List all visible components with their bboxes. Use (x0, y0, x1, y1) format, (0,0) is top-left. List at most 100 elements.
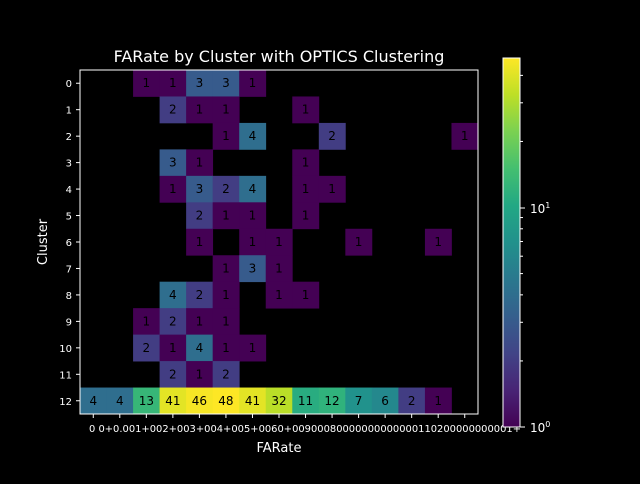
cell-value-label: 1 (302, 209, 310, 223)
y-tick-label: 3 (66, 159, 72, 170)
heatmap-cell (239, 122, 267, 150)
cell-value-label: 1 (275, 261, 283, 275)
cell-value-label: 48 (218, 394, 233, 408)
cell-value-label: 1 (302, 103, 310, 117)
heatmap-cell (186, 387, 214, 415)
heatmap-cell (239, 175, 267, 203)
heatmap-cell (159, 387, 187, 415)
cell-value-label: 3 (196, 76, 204, 90)
chart-title: FARate by Cluster with OPTICS Clustering (114, 47, 445, 66)
cell-value-label: 1 (275, 288, 283, 302)
cell-value-label: 12 (324, 394, 339, 408)
x-axis-label: FARate (257, 441, 302, 456)
colorbar-label-10-0: 100 (530, 420, 550, 435)
cell-value-label: 4 (249, 182, 257, 196)
y-axis-label: Cluster (36, 218, 51, 265)
x-tick-labels-row: 0 0+0.001+002+003+004+005+0060+009000800… (89, 424, 521, 435)
cell-value-label: 1 (196, 235, 204, 249)
cell-value-label: 1 (355, 235, 363, 249)
heatmap-cell (292, 202, 320, 230)
heatmap-cell (239, 387, 267, 415)
cell-value-label: 2 (328, 129, 336, 143)
heatmap-cell (186, 361, 214, 388)
heatmap-cell (159, 281, 187, 309)
cell-value-label: 4 (116, 394, 124, 408)
heatmap-cell (186, 202, 214, 230)
heatmap-cell (133, 70, 160, 97)
heatmap-cell (133, 387, 160, 415)
cell-value-label: 1 (143, 76, 151, 90)
heatmap-cell (133, 308, 160, 336)
heatmap-cell (265, 281, 293, 309)
heatmap-cell (212, 96, 240, 124)
y-tick-label: 8 (66, 291, 72, 302)
colorbar-gradient (503, 58, 520, 427)
heatmap-cell (371, 387, 399, 415)
heatmap-cell (265, 255, 293, 283)
cell-value-label: 1 (302, 156, 310, 170)
cell-value-label: 41 (165, 394, 180, 408)
cell-value-label: 1 (196, 314, 204, 328)
heatmap-cell (133, 334, 160, 362)
cell-value-label: 3 (222, 76, 230, 90)
cell-value-label: 1 (169, 76, 177, 90)
cell-value-label: 2 (169, 367, 177, 381)
heatmap-cell (239, 202, 267, 230)
cell-value-label: 1 (434, 235, 442, 249)
cell-value-label: 41 (245, 394, 260, 408)
cell-value-label: 1 (196, 156, 204, 170)
heatmap-cell (451, 122, 479, 150)
heatmap-cell (292, 149, 320, 177)
cell-value-label: 1 (249, 209, 257, 223)
heatmap-cell (239, 255, 267, 283)
heatmap-cell (186, 149, 214, 177)
colorbar-frame (502, 57, 521, 428)
heatmap-cell (212, 334, 240, 362)
heatmap-cell (345, 228, 373, 256)
heatmap-cell (292, 175, 320, 203)
cell-value-label: 1 (249, 341, 257, 355)
cell-value-label: 1 (222, 129, 230, 143)
colorbar-minor-ticks (520, 74, 523, 362)
cell-value-label: 4 (89, 394, 97, 408)
heatmap-cell (398, 387, 426, 415)
cell-value-label: 1 (222, 288, 230, 302)
y-tick-label: 10 (59, 344, 72, 355)
heatmap-cell (318, 387, 346, 415)
heatmap-cell (212, 361, 240, 388)
heatmap-cell (292, 281, 320, 309)
cell-value-label: 1 (196, 103, 204, 117)
heatmap-cell (265, 387, 293, 415)
cell-value-label: 1 (434, 394, 442, 408)
y-tick-label: 5 (66, 212, 72, 223)
cell-value-label: 4 (249, 129, 257, 143)
heatmap-cell (292, 387, 320, 415)
cell-value-label: 1 (275, 235, 283, 249)
heatmap-cell (159, 149, 187, 177)
cell-value-label: 3 (196, 182, 204, 196)
heatmap-cell (212, 308, 240, 336)
heatmap-cell (292, 96, 320, 124)
cell-value-label: 1 (222, 261, 230, 275)
y-tick-label: 7 (66, 264, 72, 275)
y-tick-label: 12 (59, 397, 72, 408)
heatmap-cell (212, 122, 240, 150)
heatmap-cell (318, 175, 346, 203)
cell-value-label: 1 (249, 235, 257, 249)
cell-value-label: 1 (222, 103, 230, 117)
y-tick-label: 2 (66, 132, 72, 143)
heatmap-cell (186, 334, 214, 362)
cell-value-label: 1 (169, 182, 177, 196)
cell-value-label: 1 (302, 288, 310, 302)
cell-value-label: 2 (222, 367, 230, 381)
y-tick-label: 0 (66, 79, 72, 90)
cell-value-label: 2 (196, 209, 204, 223)
heatmap-cell (345, 387, 373, 415)
heatmap-cell (159, 361, 187, 388)
cell-value-label: 3 (249, 261, 257, 275)
heatmap-cell (186, 228, 214, 256)
heatmap-cell (318, 122, 346, 150)
x-axis-ticks (92, 414, 466, 418)
